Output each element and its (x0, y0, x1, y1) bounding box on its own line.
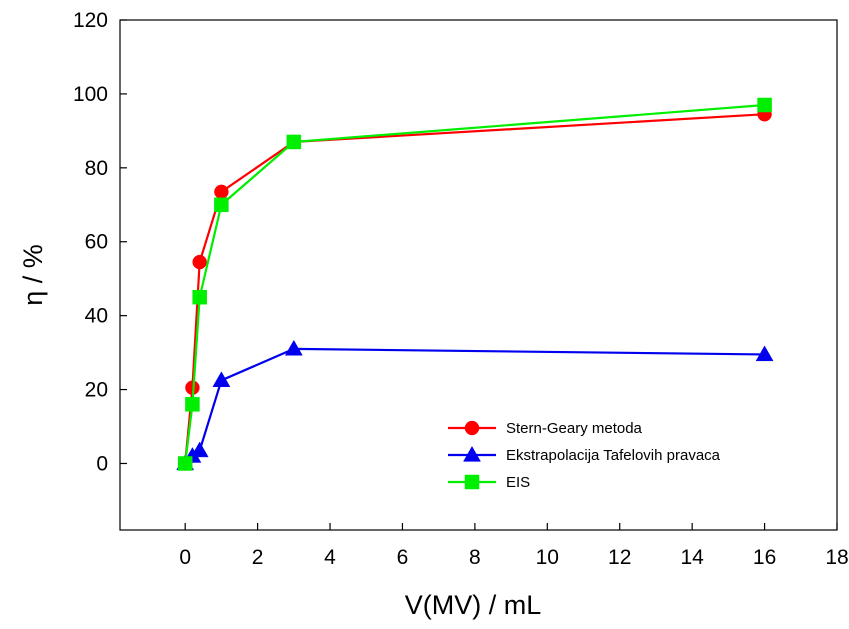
x-tick-label: 14 (680, 546, 704, 569)
x-tick-label: 4 (324, 546, 336, 569)
legend-marker (464, 474, 480, 490)
legend-item: Stern-Geary metoda (448, 420, 643, 437)
data-point (192, 289, 207, 305)
legend-label: Stern-Geary metoda (506, 420, 643, 437)
legend-label: EIS (506, 474, 530, 491)
legend: Stern-Geary metoda Ekstrapolacija Tafelov… (448, 420, 721, 491)
legend-marker (464, 420, 480, 436)
data-point (755, 345, 774, 362)
data-point (192, 254, 207, 270)
legend-marker (463, 445, 481, 462)
series-1 (177, 106, 772, 471)
data-point (214, 184, 229, 200)
x-tick-label: 0 (179, 546, 191, 569)
x-tick-label: 8 (469, 546, 481, 569)
x-axis-label: V(MV) / mL (405, 590, 542, 620)
y-tick-label: 120 (73, 9, 108, 32)
y-tick-label: 100 (73, 83, 108, 106)
data-point (212, 371, 231, 387)
series-line (184, 113, 765, 464)
series-layer (176, 97, 774, 471)
y-tick-label: 60 (85, 231, 108, 254)
data-point (177, 456, 193, 471)
legend-item: EIS (448, 474, 530, 491)
y-tick-label: 80 (85, 157, 108, 180)
legend-item: Ekstrapolacija Tafelovih pravaca (448, 445, 721, 464)
x-tick-label: 6 (397, 546, 409, 569)
x-tick-label: 2 (252, 546, 264, 569)
y-axis-label: η / % (18, 244, 48, 306)
y-tick-label: 40 (85, 305, 108, 328)
legend-label: Ekstrapolacija Tafelovih pravaca (506, 447, 721, 464)
data-point (286, 134, 302, 150)
data-point (185, 397, 200, 412)
series-3 (177, 97, 772, 471)
series-line (184, 103, 765, 464)
x-tick-label: 12 (608, 546, 631, 569)
x-tick-label: 16 (753, 546, 776, 569)
y-tick-label: 0 (96, 452, 108, 475)
tick-group: 0 2 4 6 8 10 12 14 16 18 0 20 40 60 80 100 120 (73, 9, 849, 569)
x-tick-label: 10 (536, 546, 559, 569)
data-point (284, 339, 303, 356)
data-point (190, 441, 209, 458)
data-point (214, 197, 229, 213)
x-tick-label: 18 (825, 546, 848, 569)
plot-frame (119, 19, 838, 531)
y-tick-label: 20 (85, 379, 108, 402)
data-point (757, 97, 772, 113)
